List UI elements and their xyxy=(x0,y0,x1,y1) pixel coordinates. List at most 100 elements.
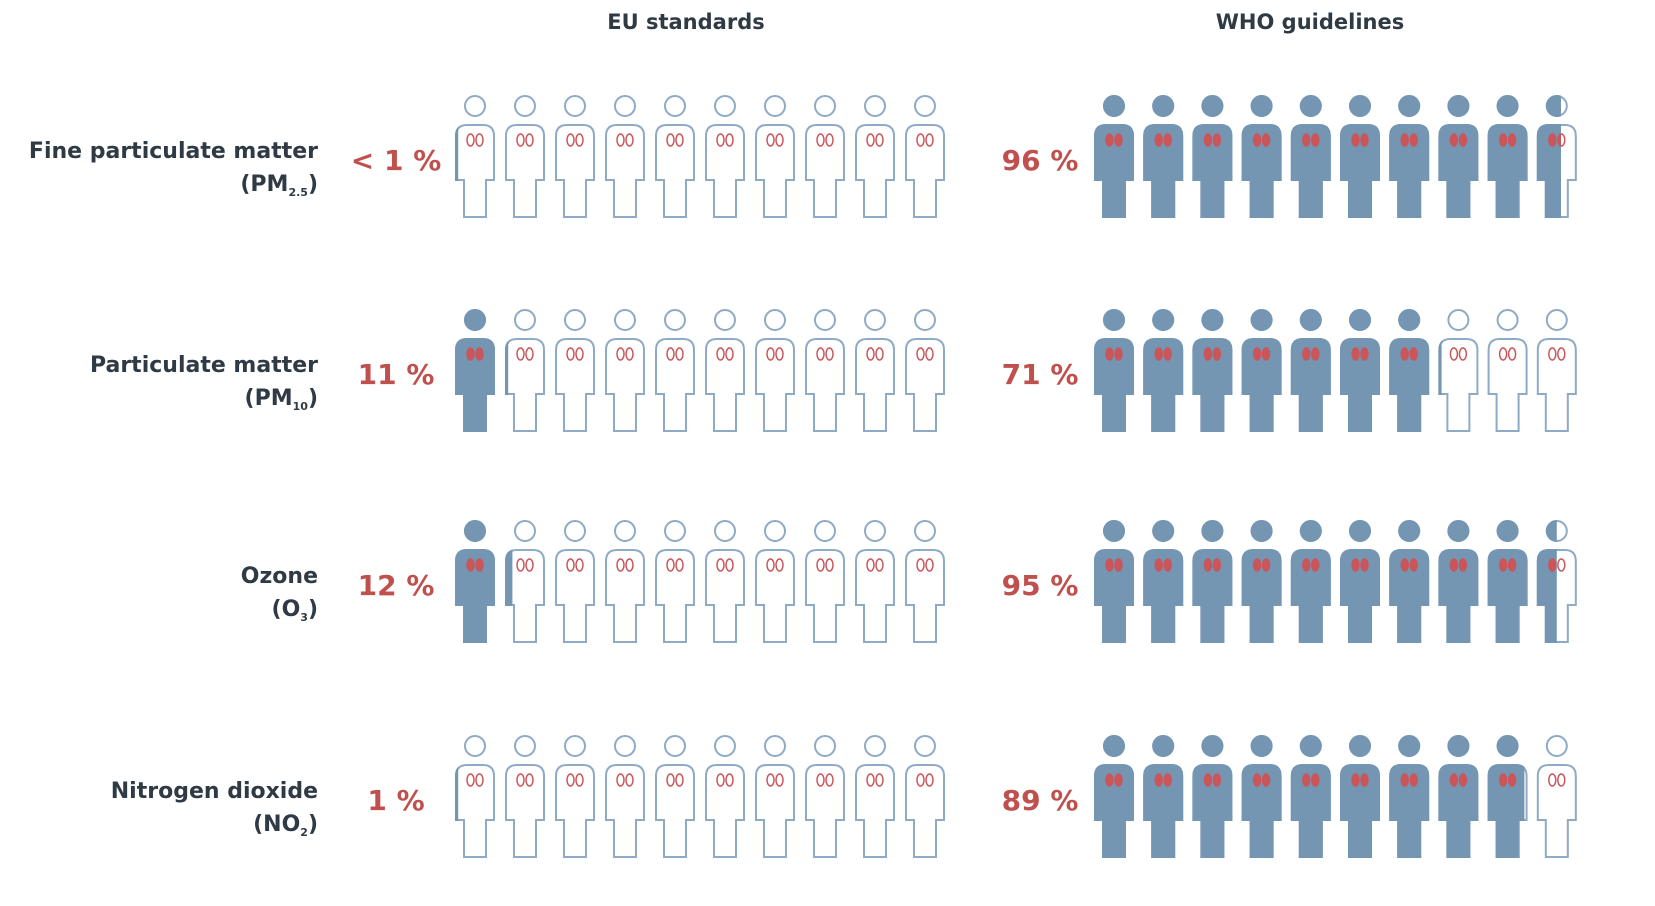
icon-lung xyxy=(1203,558,1213,572)
icon-empty xyxy=(655,95,695,218)
icon-body xyxy=(1536,549,1557,643)
icon-body xyxy=(855,124,895,218)
icon-head xyxy=(1299,735,1322,757)
icon-row xyxy=(1094,95,1577,218)
icon-lung xyxy=(1252,347,1262,361)
icon-lung xyxy=(1498,347,1508,361)
icon-body xyxy=(755,549,795,643)
icon-filled xyxy=(1487,735,1525,858)
icon-empty xyxy=(605,95,645,218)
icon-filled xyxy=(1290,520,1331,643)
icon-lung xyxy=(1114,133,1123,147)
icon-body xyxy=(1094,764,1134,858)
icon-head xyxy=(1152,95,1175,117)
icon-body xyxy=(805,338,845,432)
value-label: 89 % xyxy=(1002,784,1079,817)
icon-filled xyxy=(1438,520,1479,643)
icon-filled xyxy=(1438,95,1479,218)
icon-body xyxy=(1536,764,1577,858)
icon-body xyxy=(1340,124,1380,218)
row-label: Ozone xyxy=(241,564,318,589)
icon-head xyxy=(1349,735,1371,757)
icon-head xyxy=(864,520,886,542)
icon-body xyxy=(1241,338,1282,432)
icon-body xyxy=(1290,338,1331,432)
icon-lung xyxy=(1351,558,1360,572)
icon-lung xyxy=(1458,347,1468,361)
icon-filled xyxy=(1241,735,1282,858)
icon-body xyxy=(455,764,495,858)
icon-lung xyxy=(1261,133,1271,147)
icon-empty xyxy=(755,95,795,218)
icon-lung xyxy=(1557,133,1562,147)
icon-lung xyxy=(625,558,634,572)
icon-body xyxy=(1487,124,1528,218)
icon-empty xyxy=(705,735,745,858)
icon-filled xyxy=(1389,95,1430,218)
icon-lung xyxy=(816,558,825,572)
icon-lung xyxy=(1507,558,1517,572)
icon-lung xyxy=(1557,347,1566,361)
icon-empty xyxy=(705,309,745,432)
icon-body xyxy=(605,764,645,858)
icon-empty xyxy=(705,95,745,218)
icon-head xyxy=(814,95,836,117)
icon-lung xyxy=(1548,133,1557,147)
icon-lung xyxy=(1252,558,1262,572)
icon-empty xyxy=(755,735,795,858)
icon-head xyxy=(714,309,736,331)
icon-empty xyxy=(605,309,645,432)
icon-lung xyxy=(1557,558,1566,572)
icon-body xyxy=(1389,338,1430,432)
icon-body xyxy=(1536,124,1562,218)
icon-body xyxy=(1192,549,1233,643)
icon-lung xyxy=(1351,133,1360,147)
icon-body xyxy=(1536,338,1577,432)
icon-filled xyxy=(455,520,495,643)
icon-lung xyxy=(475,347,484,361)
icon-lung xyxy=(925,133,934,147)
value-label: 12 % xyxy=(358,569,435,602)
icon-lung xyxy=(866,558,875,572)
icon-body xyxy=(705,338,745,432)
icon-empty xyxy=(1438,309,1479,432)
row-label: Particulate matter xyxy=(90,353,318,378)
icon-lung xyxy=(1302,347,1311,361)
icon-head xyxy=(764,735,786,757)
icon-head xyxy=(864,309,886,331)
icon-lung xyxy=(575,133,584,147)
icon-body xyxy=(455,126,459,181)
icon-empty xyxy=(455,735,495,858)
row-formula: (NO2) xyxy=(253,812,318,839)
icon-lung xyxy=(716,558,725,572)
icon-body xyxy=(555,124,595,218)
icon-body xyxy=(505,124,545,218)
icon-filled xyxy=(1487,95,1528,218)
icon-lung xyxy=(825,347,834,361)
icon-lung xyxy=(666,133,675,147)
icon-filled xyxy=(1192,735,1233,858)
row-label: Nitrogen dioxide xyxy=(111,779,318,804)
icon-body xyxy=(1438,549,1479,643)
icon-lung xyxy=(775,773,784,787)
icon-empty xyxy=(555,309,595,432)
icon-lung xyxy=(566,347,575,361)
icon-empty xyxy=(1487,309,1528,432)
icon-head xyxy=(1152,520,1175,542)
icon-lung xyxy=(875,347,884,361)
icon-lung xyxy=(1302,558,1311,572)
icon-head xyxy=(1103,309,1125,331)
icon-lung xyxy=(516,133,525,147)
icon-head xyxy=(914,309,936,331)
icon-lung xyxy=(716,133,725,147)
icon-lung xyxy=(766,558,775,572)
icon-lung xyxy=(616,558,625,572)
icon-lung xyxy=(766,133,775,147)
icon-body xyxy=(505,340,509,395)
icon-lung xyxy=(1409,558,1418,572)
icon-body xyxy=(655,549,695,643)
icon-lung xyxy=(516,347,525,361)
icon-empty xyxy=(555,95,595,218)
icon-body xyxy=(605,338,645,432)
icon-lung xyxy=(1400,347,1409,361)
